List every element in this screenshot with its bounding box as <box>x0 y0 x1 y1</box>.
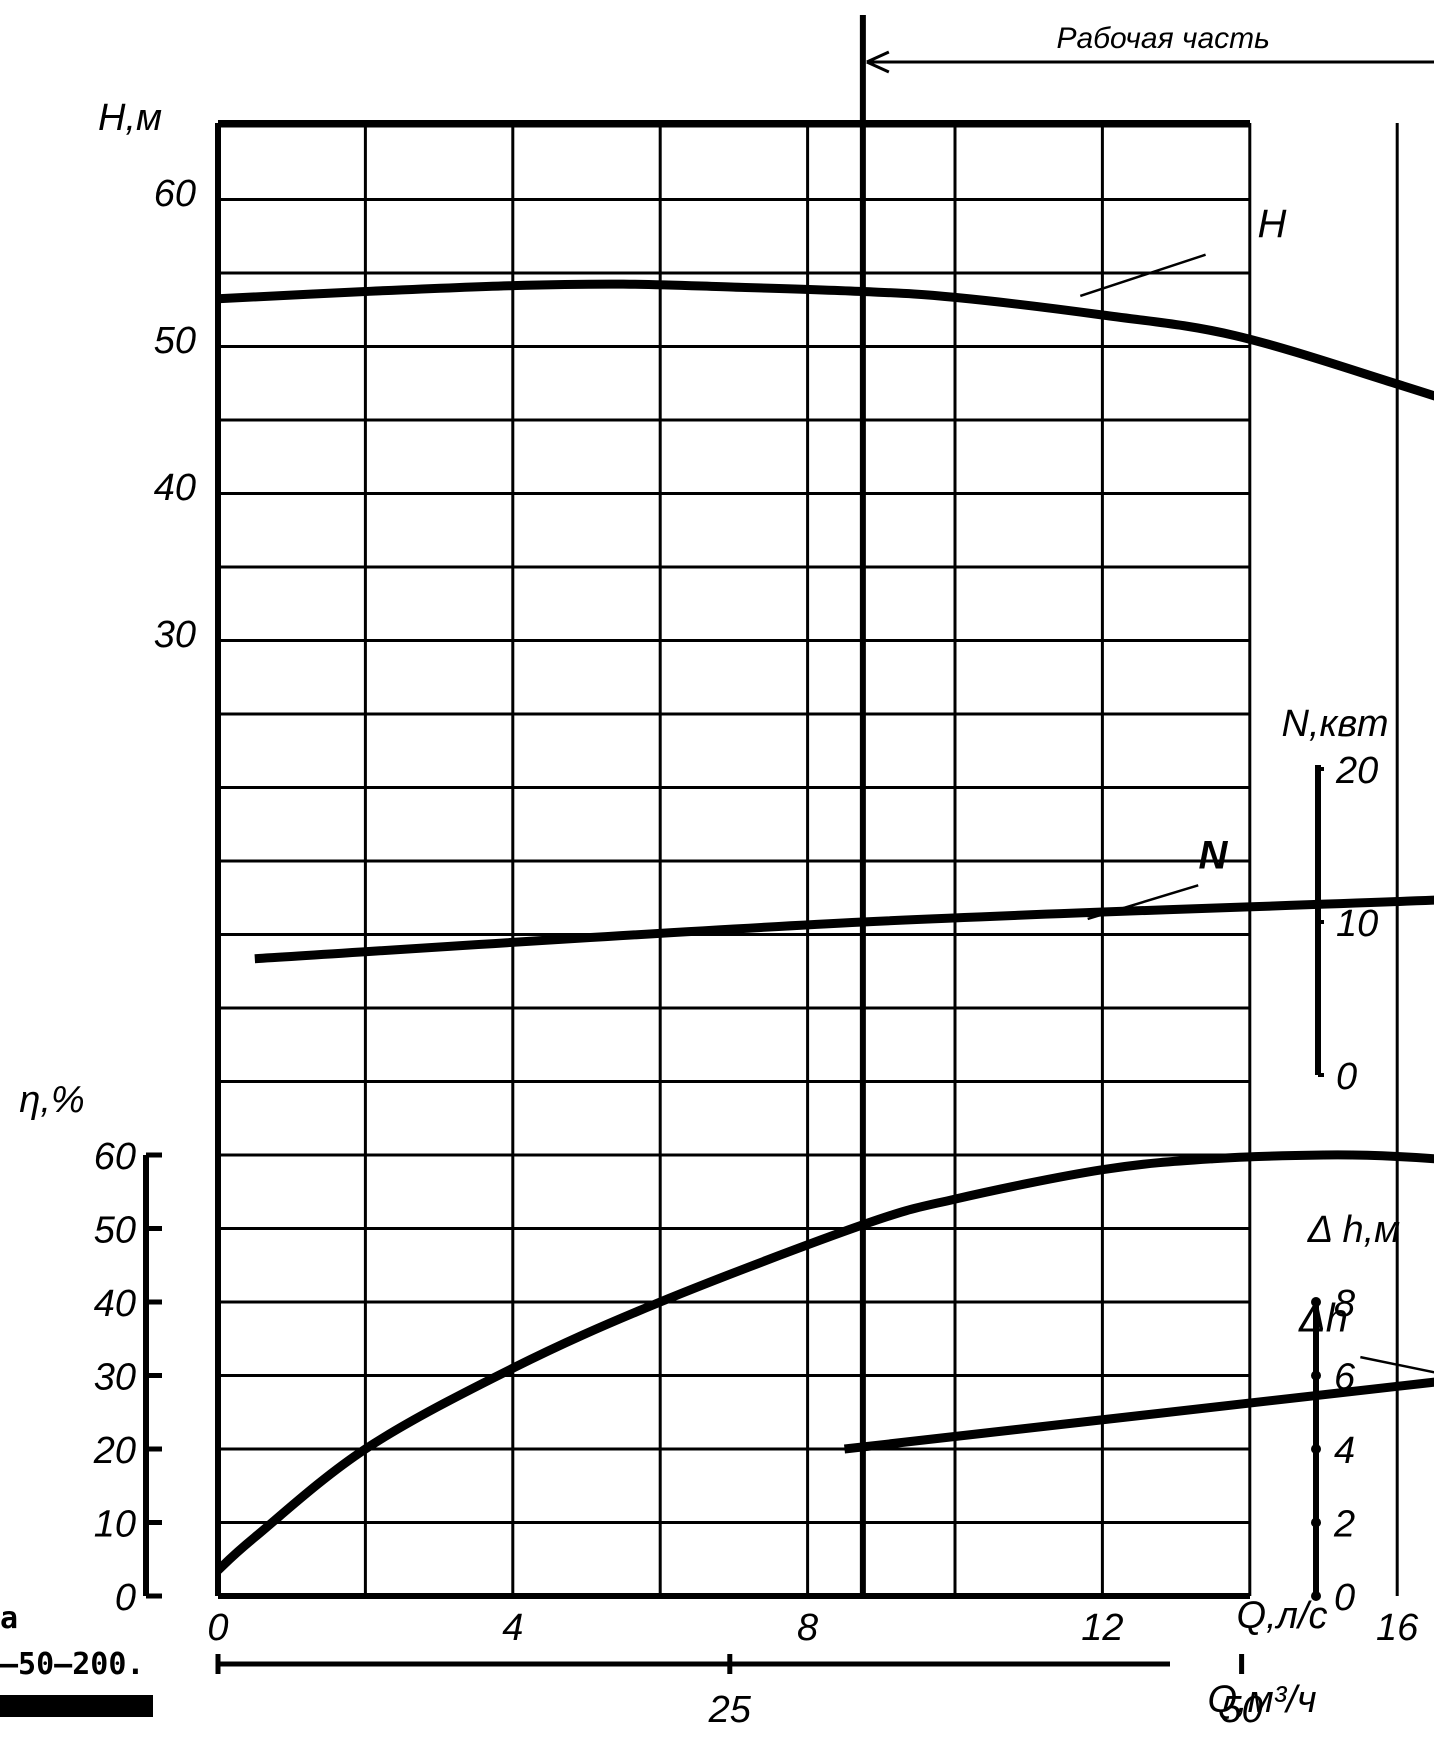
dh-axis-tick <box>1311 1370 1321 1381</box>
h-tick-label: 30 <box>154 614 196 656</box>
x2-tick-label: 25 <box>708 1689 752 1731</box>
curve-label-H: H <box>1257 202 1286 246</box>
n-axis-title: N,квт <box>1281 703 1388 745</box>
curve-leader-line <box>1360 1355 1434 1374</box>
curve-leader-line <box>1079 253 1206 298</box>
n-tick-label: 0 <box>1336 1056 1357 1098</box>
curves <box>214 279 1434 1574</box>
x-tick-label: 8 <box>797 1607 818 1649</box>
dh-tick-label: 8 <box>1334 1283 1355 1325</box>
h-tick-label: 50 <box>154 320 196 362</box>
x-tick-label: 4 <box>502 1607 523 1649</box>
curve-label-dh: Δh <box>1298 1296 1348 1340</box>
h-tick-label: 60 <box>154 173 196 215</box>
h-axis-title: H,м <box>98 97 162 139</box>
x-tick-label: 12 <box>1081 1607 1123 1649</box>
labels: HNηΔh <box>1079 202 1434 1374</box>
dh-axis-tick <box>1311 1591 1321 1601</box>
corner-fragment: а –50–200. <box>0 1601 153 1717</box>
dh-tick-label: 2 <box>1333 1504 1355 1546</box>
working-range: Рабочая часть <box>859 15 1434 1596</box>
eta-tick-label: 40 <box>94 1283 136 1325</box>
grid <box>215 120 1399 1599</box>
dh-axis-tick <box>1311 1517 1321 1528</box>
eta-tick-label: 60 <box>94 1136 136 1178</box>
curve-label-N: N <box>1199 833 1229 877</box>
x-tick-label: 16 <box>1376 1607 1419 1649</box>
working-range-arrow-left <box>866 50 890 74</box>
eta-tick-label: 10 <box>94 1504 136 1546</box>
eta-tick-label: 30 <box>94 1357 136 1399</box>
series-dh-line <box>843 1377 1434 1454</box>
corner-black-bar <box>0 1695 153 1717</box>
x2-tick-label: 50 <box>1220 1689 1262 1731</box>
corner-text-line1: а <box>0 1601 18 1636</box>
dh-axis-tick <box>1311 1444 1321 1454</box>
x-axis-title: Q,л/с <box>1236 1595 1327 1637</box>
dh-axis-title: Δ h,м <box>1307 1209 1400 1251</box>
n-tick-label: 20 <box>1335 750 1378 792</box>
eta-axis-title: η,% <box>19 1079 84 1121</box>
eta-tick-label: 50 <box>94 1210 136 1252</box>
eta-tick-label: 0 <box>115 1577 136 1619</box>
curve-leader-line <box>1087 884 1199 921</box>
axes: 04812162024Q,л/с255075Q,м³/ч30405060H,м0… <box>19 97 1419 1731</box>
n-tick-label: 10 <box>1336 903 1378 945</box>
working-range-label: Рабочая часть <box>1056 22 1269 55</box>
dh-tick-label: 0 <box>1334 1577 1355 1619</box>
x-tick-label: 0 <box>207 1607 228 1649</box>
eta-tick-label: 20 <box>93 1430 136 1472</box>
dh-axis-tick <box>1311 1297 1321 1307</box>
series-eta-line <box>214 1150 1434 1574</box>
h-tick-label: 40 <box>154 467 196 509</box>
x2-axis-title: Q,м³/ч <box>1207 1679 1316 1721</box>
series-h-line <box>217 279 1434 401</box>
dh-tick-label: 4 <box>1334 1430 1355 1472</box>
series-n-line <box>254 895 1434 964</box>
corner-text-line2: –50–200. <box>0 1647 145 1682</box>
